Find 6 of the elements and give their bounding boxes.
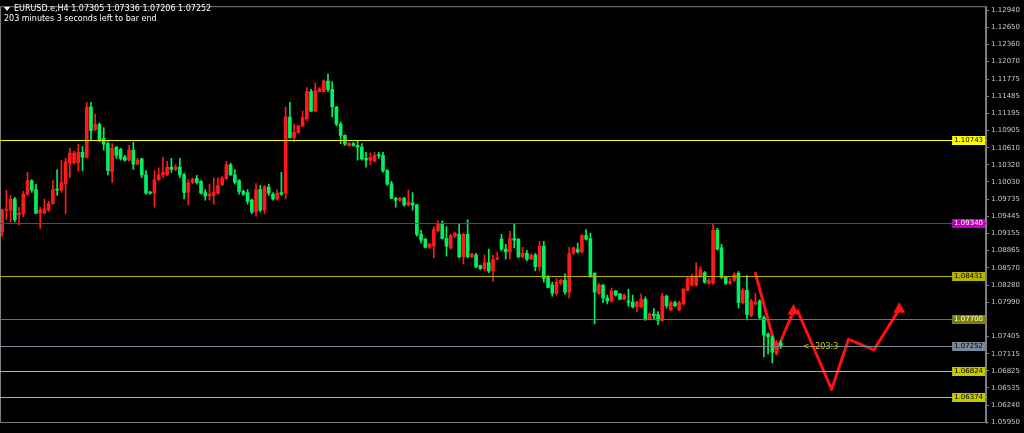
candlestick [161, 156, 165, 179]
chart-title: EURUSD.e,H4 1.07305 1.07336 1.07206 1.07252 [14, 4, 212, 14]
candlestick [503, 244, 508, 260]
candlestick [211, 177, 216, 205]
candlestick [38, 206, 43, 229]
text: 203 minutes 3 seconds left to bar end [4, 14, 158, 24]
